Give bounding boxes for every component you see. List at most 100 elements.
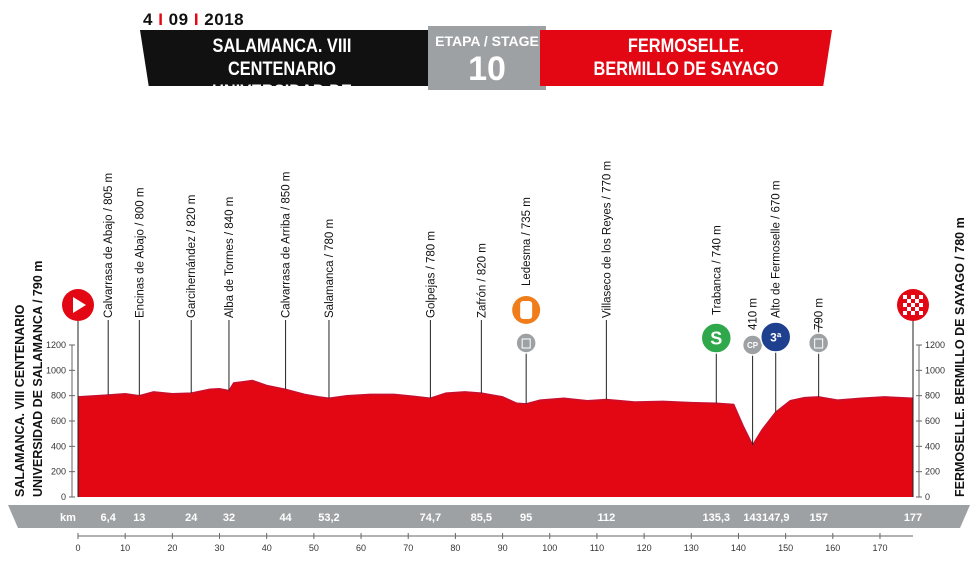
bin-circle — [807, 332, 830, 354]
start-town-line2: UNIVERSIDAD DE SALAMANCA — [212, 82, 352, 126]
km-band-value: 95 — [520, 512, 532, 524]
km-band — [8, 505, 970, 528]
x-tick-label: 120 — [637, 543, 652, 553]
waypoint-label: Villaseco de los Reyes / 770 m — [601, 161, 613, 318]
finish-checker-square — [903, 303, 907, 307]
bin-shape — [521, 338, 531, 349]
finish-flag-icon — [897, 289, 929, 321]
y-tick-label-right: 200 — [925, 467, 940, 477]
sprint-icon-circle — [700, 322, 733, 354]
y-tick-label-left: 1000 — [46, 365, 66, 375]
y-tick-label-right: 400 — [925, 441, 940, 451]
waypoint-label: Encinas de Abajo / 800 m — [134, 188, 146, 318]
finish-checker-square — [915, 299, 919, 303]
finish-town-line1: FERMOSELLE. — [627, 36, 745, 57]
x-tick-label: 110 — [590, 543, 604, 553]
x-tick-label: 100 — [542, 543, 557, 553]
y-tick-label-right: 800 — [925, 391, 940, 401]
waypoint-label: Golpejas / 780 m — [425, 231, 437, 318]
x-tick-label: 130 — [684, 543, 699, 553]
x-tick-label: 170 — [872, 543, 887, 553]
start-side-label-line1: SALAMANCA. VIII CENTENARIO — [13, 304, 27, 497]
km-band-value: 74,7 — [420, 512, 441, 524]
bin-icon-157 — [807, 332, 830, 354]
km-band-value: 13 — [133, 512, 145, 524]
km-band-value: 6,4 — [101, 512, 117, 524]
cp-icon: CP — [741, 334, 764, 356]
cp-icon-text: CP — [747, 341, 759, 350]
stage-label: ETAPA / STAGE — [435, 33, 539, 49]
km-band-value: 85,5 — [471, 512, 492, 524]
y-tick-label-left: 0 — [61, 492, 66, 502]
finish-checker-square — [907, 299, 911, 303]
km-band-value: 135,3 — [703, 512, 731, 524]
x-tick-label: 160 — [825, 543, 840, 553]
waypoint-label: Calvarrasa de Abajo / 805 m — [103, 173, 115, 318]
x-tick-label: 70 — [403, 543, 413, 553]
x-tick-label: 150 — [778, 543, 793, 553]
waypoint-label: Alto de Fermoselle / 670 m — [771, 181, 783, 318]
stage-number-badge: ETAPA / STAGE 10 — [428, 26, 546, 90]
y-tick-label-right: 0 — [925, 492, 930, 502]
waypoint-label: Trabanca / 740 m — [711, 225, 723, 315]
x-tick-label: 80 — [450, 543, 460, 553]
km-band-value: 44 — [279, 512, 292, 524]
climb-3rd-category-icon: 3ª — [759, 321, 792, 353]
waypoint-label: Ledesma / 735 m — [521, 197, 533, 286]
y-tick-label-right: 1200 — [925, 340, 945, 350]
km-band-value: 112 — [597, 512, 615, 524]
finish-checker-square — [907, 307, 911, 311]
climb-3rd-category-icon-text: 3ª — [770, 330, 782, 344]
finish-checker-square — [911, 311, 915, 315]
sprint-icon: S — [700, 322, 733, 354]
x-tick-label: 50 — [309, 543, 319, 553]
x-tick-label: 30 — [215, 543, 225, 553]
finish-checker-square — [919, 295, 923, 299]
finish-checker-square — [903, 295, 907, 299]
x-tick-label: 20 — [167, 543, 177, 553]
elevation-profile-line — [77, 379, 914, 447]
km-band-value: 24 — [185, 512, 198, 524]
km-band-value: 32 — [223, 512, 235, 524]
waypoint-label: Alba de Tormes / 840 m — [224, 197, 236, 318]
km-band-value: 143 — [743, 512, 761, 524]
finish-checker-square — [911, 303, 915, 307]
start-town-banner: SALAMANCA. VIII CENTENARIO UNIVERSIDAD DE… — [140, 30, 430, 86]
start-town-line1: SALAMANCA. VIII CENTENARIO — [212, 36, 352, 80]
finish-checker-square — [911, 295, 915, 299]
km-band-value: 53,2 — [318, 512, 339, 524]
climb-3rd-category-icon-circle — [759, 321, 792, 353]
x-tick-label: 60 — [356, 543, 366, 553]
x-tick-label: 10 — [120, 543, 130, 553]
finish-checker-square — [903, 311, 907, 315]
km-band-value: 177 — [904, 512, 922, 524]
waypoint-label: Calvarrasa de Arriba / 850 m — [281, 172, 293, 318]
finish-checker-square — [919, 303, 923, 307]
x-tick-label: 0 — [75, 543, 80, 553]
finish-side-label: FERMOSELLE. BERMILLO DE SAYAGO / 780 m — [953, 217, 967, 497]
feed-zone-icon — [512, 296, 541, 354]
waypoint-label: Salamanca / 780 m — [324, 219, 336, 318]
elevation-profile-area — [78, 380, 913, 497]
feed-bottle-shape — [520, 301, 533, 319]
start-flag-icon — [62, 289, 94, 321]
y-tick-label-left: 200 — [51, 467, 66, 477]
km-band-value: 147,9 — [762, 512, 790, 524]
x-tick-label: 140 — [731, 543, 746, 553]
bin-icon — [515, 332, 537, 354]
y-tick-label-left: 400 — [51, 441, 66, 451]
waypoint-label: Garcihernández / 820 m — [186, 195, 198, 318]
finish-town-line2: BERMILLO DE SAYAGO — [593, 59, 779, 80]
start-play-triangle — [73, 297, 86, 313]
stage-date: 4 I 09 I 2018 — [143, 10, 245, 29]
km-band-label: km — [60, 512, 76, 524]
y-tick-label-left: 600 — [51, 416, 66, 426]
finish-town-banner: FERMOSELLE. BERMILLO DE SAYAGO — [540, 30, 832, 86]
y-tick-label-left: 800 — [51, 391, 66, 401]
y-tick-label-left: 1200 — [46, 340, 66, 350]
y-tick-label-right: 1000 — [925, 365, 945, 375]
x-tick-label: 90 — [498, 543, 508, 553]
waypoint-label: 790 m — [814, 298, 826, 330]
x-tick-label: 40 — [262, 543, 272, 553]
